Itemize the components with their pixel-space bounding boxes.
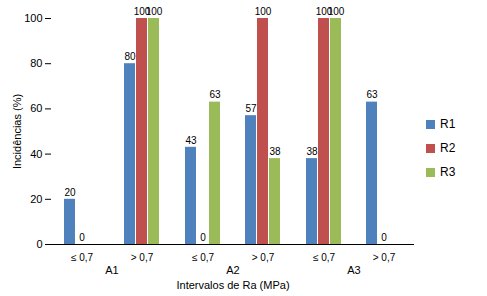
html-text:R1: R1	[440, 117, 456, 131]
svg-text:38: 38	[306, 146, 318, 157]
svg-text:> 0,7: > 0,7	[252, 252, 275, 263]
html-text:R3: R3	[440, 165, 456, 179]
svg-text:80: 80	[30, 57, 42, 69]
svg-text:57: 57	[245, 103, 257, 114]
svg-text:80: 80	[124, 51, 136, 62]
html-text:R2: R2	[440, 141, 456, 155]
svg-text:0: 0	[79, 232, 85, 243]
svg-text:A2: A2	[226, 264, 239, 276]
svg-text:38: 38	[269, 146, 281, 157]
svg-text:≤ 0,7: ≤ 0,7	[71, 252, 94, 263]
svg-text:100: 100	[24, 12, 42, 24]
svg-text:≤ 0,7: ≤ 0,7	[192, 252, 215, 263]
svg-text:60: 60	[30, 102, 42, 114]
svg-text:> 0,7: > 0,7	[131, 252, 154, 263]
svg-text:A1: A1	[105, 264, 118, 276]
svg-text:> 0,7: > 0,7	[373, 252, 396, 263]
svg-text:Intervalos de Ra (MPa): Intervalos de Ra (MPa)	[176, 279, 289, 291]
svg-text:20: 20	[30, 193, 42, 205]
svg-text:0: 0	[200, 232, 206, 243]
svg-text:40: 40	[30, 148, 42, 160]
svg-text:≤ 0,7: ≤ 0,7	[313, 252, 336, 263]
svg-text:63: 63	[366, 89, 378, 100]
svg-text:100: 100	[146, 6, 163, 17]
svg-text:63: 63	[209, 89, 221, 100]
svg-text:0: 0	[36, 238, 42, 250]
svg-text:20: 20	[64, 187, 76, 198]
svg-text:100: 100	[255, 6, 272, 17]
svg-text:Incidências (%): Incidências (%)	[11, 94, 23, 169]
svg-text:0: 0	[381, 232, 387, 243]
svg-text:A3: A3	[347, 264, 360, 276]
svg-text:43: 43	[185, 135, 197, 146]
svg-text:100: 100	[133, 5, 151, 17]
svg-text:100: 100	[315, 5, 333, 17]
svg-text:100: 100	[328, 6, 345, 17]
